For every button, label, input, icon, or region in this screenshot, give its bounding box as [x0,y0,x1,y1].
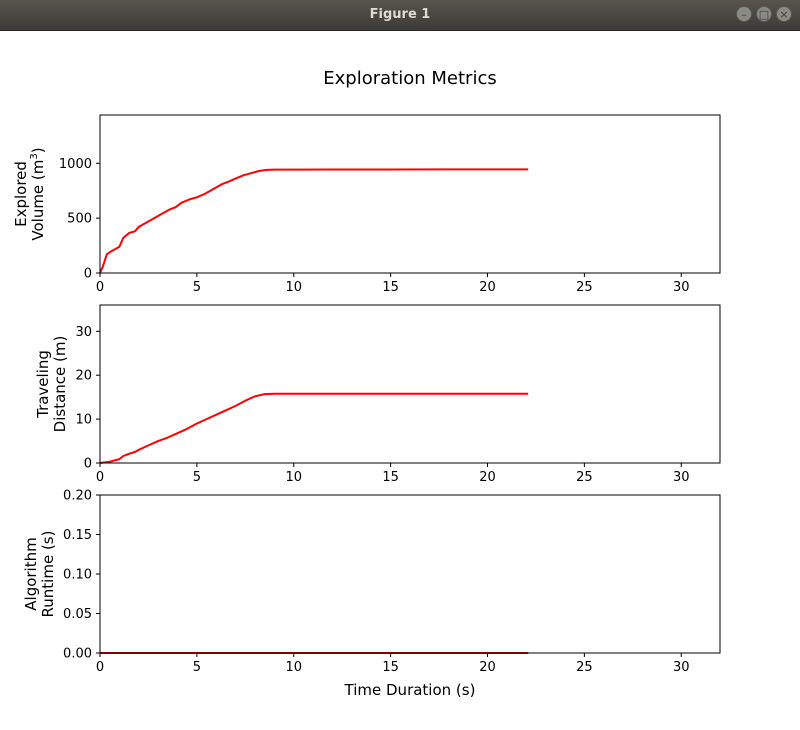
x-tick-label: 25 [576,660,593,675]
y-axis-label: ExploredVolume (m3) [12,147,47,240]
y-tick-label: 0.20 [63,489,92,504]
x-tick-label: 25 [576,470,593,485]
x-tick-label: 0 [96,280,104,295]
x-tick-label: 15 [382,660,399,675]
subplot-2: 0 5 10 15 20 25 30 0 10 20 30 TravelingDistance (m) [34,304,721,485]
y-tick-label: 20 [75,369,92,384]
x-tick-label: 15 [382,470,399,485]
y-axis-label: TravelingDistance (m) [34,336,69,433]
y-tick-label: 0.15 [63,528,92,543]
x-tick-label: 10 [285,280,302,295]
maximize-button[interactable]: □ [756,6,772,22]
series-line-2 [99,392,529,464]
subplot-1: 0 5 10 15 20 25 30 0 500 1000 ExploredVolume (m3) [12,114,721,295]
axes-frame [99,304,721,464]
y-tick-label: 0.10 [63,568,92,583]
x-tick-label: 10 [285,660,302,675]
y-tick-label: 0 [84,457,92,472]
close-button[interactable]: × [776,6,792,22]
x-tick-label: 0 [96,470,104,485]
x-tick-label: 30 [673,470,690,485]
y-tick-label: 500 [67,212,92,227]
y-tick-label: 0 [84,267,92,282]
x-tick-label: 5 [193,470,201,485]
x-tick-label: 20 [479,280,496,295]
y-tick-label: 10 [75,413,92,428]
x-tick-label: 15 [382,280,399,295]
x-tick-label: 20 [479,660,496,675]
x-tick-label: 30 [673,280,690,295]
y-tick-label: 0.05 [63,607,92,622]
axes-frame [99,114,721,274]
window-titlebar[interactable]: Figure 1 – □ × [0,0,800,31]
y-axis-label: AlgorithmRuntime (s) [22,531,57,618]
x-tick-label: 30 [673,660,690,675]
minimize-button[interactable]: – [736,6,752,22]
axes-frame [99,494,721,654]
figure-title: Exploration Metrics [323,68,496,89]
x-tick-label: 20 [479,470,496,485]
window-controls: – □ × [736,6,792,22]
x-tick-label: 5 [193,280,201,295]
x-tick-label: 25 [576,280,593,295]
figure-canvas: Exploration Metrics 0 5 10 15 20 25 3005001000… [12,68,721,699]
x-tick-label: 10 [285,470,302,485]
y-tick-label: 0.00 [63,647,92,662]
series-line-1 [99,168,529,274]
window-title: Figure 1 [369,7,431,22]
subplot-3: 0 5 10 15 20 25 30 0.00 0.05 0.10 0.15 0.20 Algorith… [22,489,721,699]
x-tick-label: 5 [193,660,201,675]
x-axis-label: Time Duration (s) [344,681,476,699]
y-tick-label: 30 [75,325,92,340]
y-tick-label: 1000 [59,157,92,172]
x-tick-label: 0 [96,660,104,675]
